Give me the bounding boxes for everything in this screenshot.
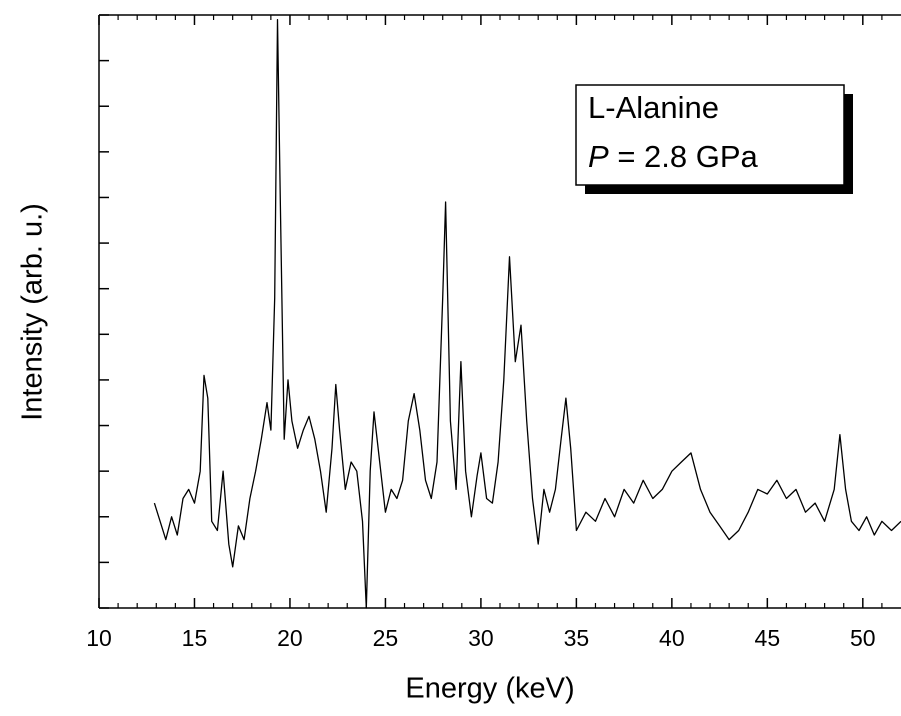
spectrum-line: [153, 18, 901, 609]
x-tick-label: 50: [850, 625, 876, 651]
x-tick-label: 40: [659, 625, 685, 651]
x-axis-label: Energy (keV): [405, 673, 574, 705]
x-tick-label: 45: [755, 625, 781, 651]
annotation: L-Alanine: [588, 90, 719, 125]
x-tick-label: 15: [182, 625, 208, 651]
y-axis-label: Intensity (arb. u.): [17, 203, 49, 421]
x-tick-label: 35: [564, 625, 590, 651]
x-tick-label: 30: [468, 625, 494, 651]
x-tick-label: 25: [373, 625, 399, 651]
annotation-symbol: P: [588, 139, 609, 174]
annotation-box: [575, 84, 845, 186]
annotation-text: = 2.8 GPa: [617, 139, 758, 174]
annotation: P = 2.8 GPa: [588, 139, 759, 174]
x-tick-label: 10: [86, 625, 112, 651]
x-tick-label: 20: [277, 625, 303, 651]
